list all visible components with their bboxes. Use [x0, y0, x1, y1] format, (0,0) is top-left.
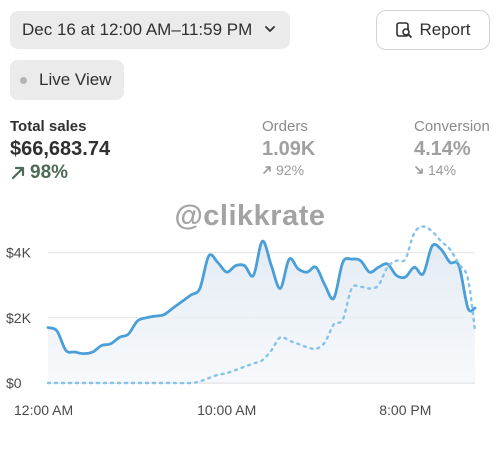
orders-label: Orders [262, 118, 308, 135]
x-tick-label: 8:00 PM [379, 402, 431, 418]
conversion-change-value: 14% [428, 162, 457, 178]
chevron-down-icon [265, 26, 275, 32]
live-view-label: Live View [39, 70, 112, 89]
total-sales-value: $66,683.74 [10, 138, 111, 160]
orders-change-value: 92% [276, 162, 305, 178]
conversion-label: Conversion [414, 118, 490, 135]
arrow-down-right-icon [415, 166, 423, 174]
x-tick-label: 10:00 AM [197, 402, 256, 418]
watermark-text: @clikkrate [174, 200, 326, 232]
conversion-value: 4.14% [414, 138, 471, 160]
report-label: Report [419, 20, 471, 39]
y-tick-label: $2K [6, 310, 32, 326]
arrow-up-right-icon [11, 166, 25, 180]
total-sales-label: Total sales [10, 118, 87, 135]
series-line-current [46, 239, 477, 356]
total-sales-change: 98% [10, 162, 68, 184]
total-sales-change-value: 98% [30, 162, 69, 183]
conversion-change: 14% [414, 162, 456, 178]
orders-value: 1.09K [262, 138, 316, 160]
x-tick-label: 12:00 AM [14, 402, 73, 418]
y-tick-label: $0 [6, 375, 22, 391]
live-status-dot [20, 76, 27, 84]
report-search-icon [396, 22, 413, 38]
date-range-label: Dec 16 at 12:00 AM–11:59 PM [22, 20, 253, 39]
series-line-comparison [46, 225, 477, 385]
y-tick-label: $4K [6, 245, 32, 261]
report-button[interactable]: Report [376, 10, 490, 50]
arrow-up-right-icon [263, 166, 271, 174]
date-range-picker[interactable]: Dec 16 at 12:00 AM–11:59 PM [10, 11, 290, 49]
live-view-button[interactable]: Live View [10, 60, 124, 100]
orders-change: 92% [262, 162, 304, 178]
series-area-fill [48, 241, 475, 383]
